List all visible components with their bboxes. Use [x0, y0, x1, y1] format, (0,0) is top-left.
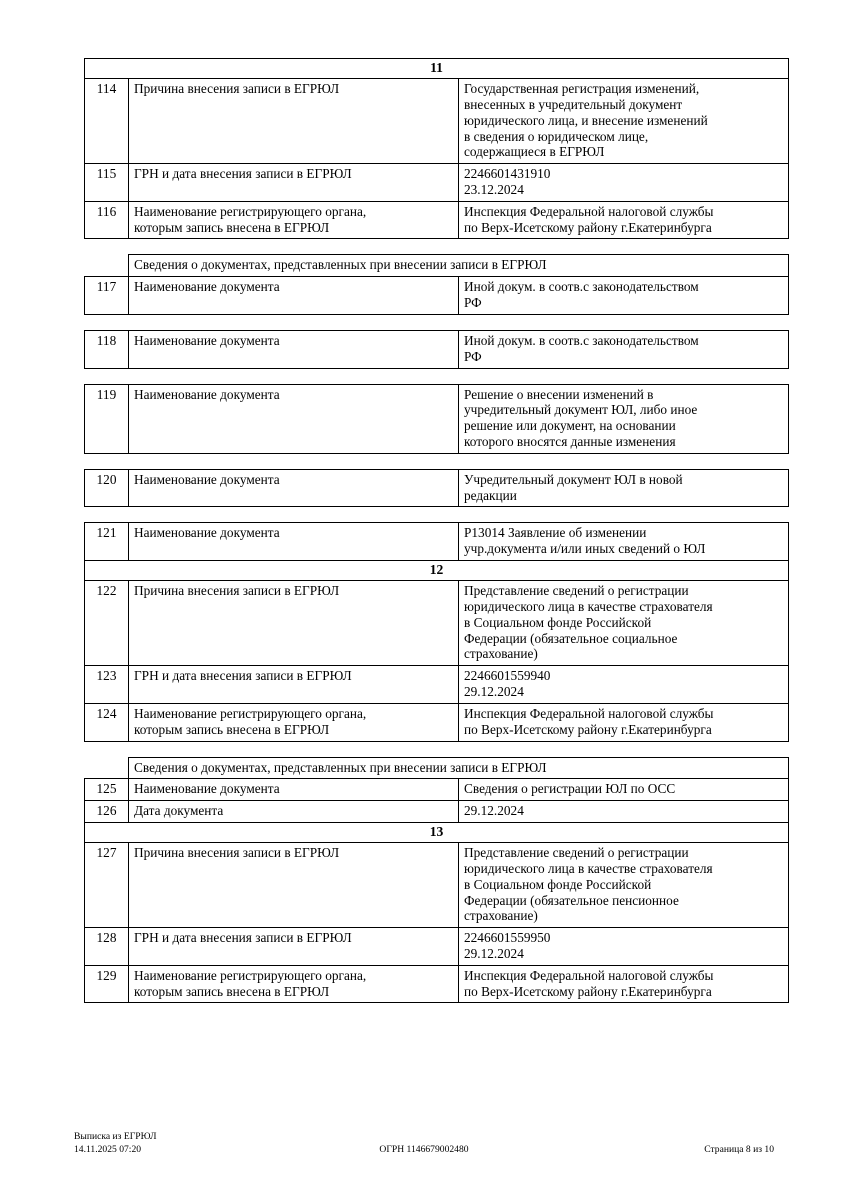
row-indicator-value: Решение о внесении изменений в учредител…	[457, 383, 790, 454]
row-number: 123	[84, 665, 129, 704]
footer-ogrn: ОГРН 1146679002480	[379, 1144, 469, 1155]
row-number: 120	[84, 468, 129, 508]
row-indicator-value: Р13014 Заявление об изменении учр.докуме…	[457, 522, 790, 562]
spacer-cell	[85, 314, 789, 330]
table-row: 119 Наименование документа Решение о внесе…	[84, 383, 790, 454]
spacer-row	[85, 453, 789, 469]
row-indicator-name: Причина внесения записи в ЕГРЮЛ	[128, 78, 459, 165]
spacer-cell	[85, 239, 789, 255]
table-row: 115 ГРН и дата внесения записи в ЕГРЮЛ 224…	[84, 163, 790, 202]
section-header-label: 11	[83, 57, 790, 80]
table-row: 123 ГРН и дата внесения записи в ЕГРЮЛ 224…	[84, 665, 790, 704]
row-indicator-name: ГРН и дата внесения записи в ЕГРЮЛ	[128, 927, 459, 966]
row-indicator-value: Инспекция Федеральной налоговой службы п…	[457, 702, 790, 742]
footer-doc-title: Выписка из ЕГРЮЛ	[74, 1131, 157, 1142]
row-number: 118	[84, 329, 129, 369]
egrul-records-table: 11 114 Причина внесения записи в ЕГРЮЛ Госу…	[83, 57, 790, 1004]
row-indicator-name: Причина внесения записи в ЕГРЮЛ	[128, 580, 459, 667]
table-row: 125 Наименование документа Сведения о реги…	[84, 778, 790, 802]
row-number: 127	[84, 842, 129, 929]
row-number: 119	[84, 383, 129, 454]
row-indicator-name: Дата документа	[128, 800, 459, 823]
row-indicator-value: Инспекция Федеральной налоговой службы п…	[457, 964, 790, 1004]
subsection-header-label: Сведения о документах, представленных пр…	[127, 756, 790, 780]
row-number: 121	[84, 522, 129, 562]
row-indicator-name: Наименование документа	[128, 778, 459, 802]
subsection-empty-cell	[85, 757, 129, 779]
section-header-row: 13	[83, 821, 790, 844]
row-indicator-value: Государственная регистрация изменений, в…	[457, 78, 790, 165]
table-row: 128 ГРН и дата внесения записи в ЕГРЮЛ 224…	[84, 927, 790, 966]
row-indicator-name: Наименование регистрирующего органа, кот…	[128, 702, 459, 742]
row-indicator-name: Наименование документа	[128, 383, 459, 454]
spacer-row	[85, 741, 789, 757]
row-indicator-name: Наименование документа	[128, 276, 459, 315]
row-number: 116	[84, 200, 129, 240]
footer-row: Выписка из ЕГРЮЛ 14.11.2025 07:20 ОГРН 1…	[74, 1131, 774, 1155]
table-row: 122 Причина внесения записи в ЕГРЮЛ Предст…	[84, 580, 790, 667]
table-row: 121 Наименование документа Р13014 Заявлени…	[84, 522, 790, 562]
table-body: 11 114 Причина внесения записи в ЕГРЮЛ Госу…	[83, 57, 790, 1004]
row-indicator-name: ГРН и дата внесения записи в ЕГРЮЛ	[128, 665, 459, 704]
spacer-row	[85, 368, 789, 384]
section-header-row: 12	[83, 560, 790, 582]
footer-timestamp: 14.11.2025 07:20	[74, 1143, 142, 1155]
row-indicator-value: Сведения о регистрации ЮЛ по ОСС	[457, 778, 790, 802]
table-row: 124 Наименование регистрирующего органа, …	[84, 702, 790, 742]
spacer-row	[85, 507, 789, 523]
row-number: 126	[84, 800, 129, 823]
row-indicator-name: Наименование документа	[128, 522, 459, 562]
row-indicator-value: Инспекция Федеральной налоговой службы п…	[457, 200, 790, 240]
spacer-row	[85, 239, 789, 255]
row-indicator-value: 2246601559950 29.12.2024	[457, 927, 790, 966]
row-indicator-name: Наименование документа	[128, 468, 459, 508]
row-indicator-value: Представление сведений о регистрации юри…	[457, 580, 790, 667]
row-indicator-value: Представление сведений о регистрации юри…	[457, 842, 790, 929]
table-row: 116 Наименование регистрирующего органа, …	[84, 200, 790, 240]
row-number: 125	[84, 778, 129, 802]
row-indicator-name: Наименование регистрирующего органа, кот…	[128, 200, 459, 240]
table-row: 127 Причина внесения записи в ЕГРЮЛ Предст…	[84, 842, 790, 929]
subsection-header-label: Сведения о документах, представленных пр…	[127, 254, 790, 278]
row-indicator-name: Наименование документа	[128, 329, 459, 369]
row-number: 115	[84, 163, 129, 202]
table-row: 129 Наименование регистрирующего органа, …	[84, 964, 790, 1004]
table-row: 118 Наименование документа Иной докум. в с…	[84, 329, 790, 369]
row-number: 117	[84, 276, 129, 315]
row-indicator-value: Учредительный документ ЮЛ в новой редакц…	[457, 468, 790, 508]
spacer-cell	[85, 741, 789, 757]
page-footer: Выписка из ЕГРЮЛ 14.11.2025 07:20 ОГРН 1…	[74, 1131, 774, 1155]
row-indicator-value: 2246601559940 29.12.2024	[457, 665, 790, 704]
subsection-header-row: Сведения о документах, представленных пр…	[85, 254, 790, 278]
table-row: 117 Наименование документа Иной докум. в с…	[84, 276, 790, 315]
row-indicator-value: Иной докум. в соотв.с законодательством …	[457, 329, 790, 369]
row-number: 128	[84, 927, 129, 966]
section-header-row: 11	[83, 57, 790, 80]
row-indicator-name: Причина внесения записи в ЕГРЮЛ	[128, 842, 459, 929]
table-row: 126 Дата документа 29.12.2024	[84, 800, 790, 823]
row-number: 124	[84, 702, 129, 742]
table-row: 120 Наименование документа Учредительный д…	[84, 468, 790, 508]
row-indicator-value: Иной докум. в соотв.с законодательством …	[457, 276, 790, 315]
spacer-cell	[85, 368, 789, 384]
spacer-cell	[85, 507, 789, 523]
footer-doc-label: Выписка из ЕГРЮЛ 14.11.2025 07:20	[74, 1131, 157, 1156]
row-indicator-name: Наименование регистрирующего органа, кот…	[128, 964, 459, 1004]
section-header-label: 13	[83, 821, 790, 844]
subsection-empty-cell	[85, 255, 129, 277]
section-header-label: 12	[83, 560, 790, 582]
spacer-cell	[85, 453, 789, 469]
row-number: 114	[84, 78, 129, 165]
row-number: 129	[84, 964, 129, 1004]
row-indicator-value: 29.12.2024	[457, 800, 790, 823]
row-number: 122	[84, 580, 129, 667]
subsection-header-row: Сведения о документах, представленных пр…	[85, 756, 790, 780]
row-indicator-name: ГРН и дата внесения записи в ЕГРЮЛ	[128, 163, 459, 202]
row-indicator-value: 2246601431910 23.12.2024	[457, 163, 790, 202]
table-row: 114 Причина внесения записи в ЕГРЮЛ Госуда…	[84, 78, 790, 165]
footer-page-number: Страница 8 из 10	[704, 1144, 774, 1155]
spacer-row	[85, 314, 789, 330]
